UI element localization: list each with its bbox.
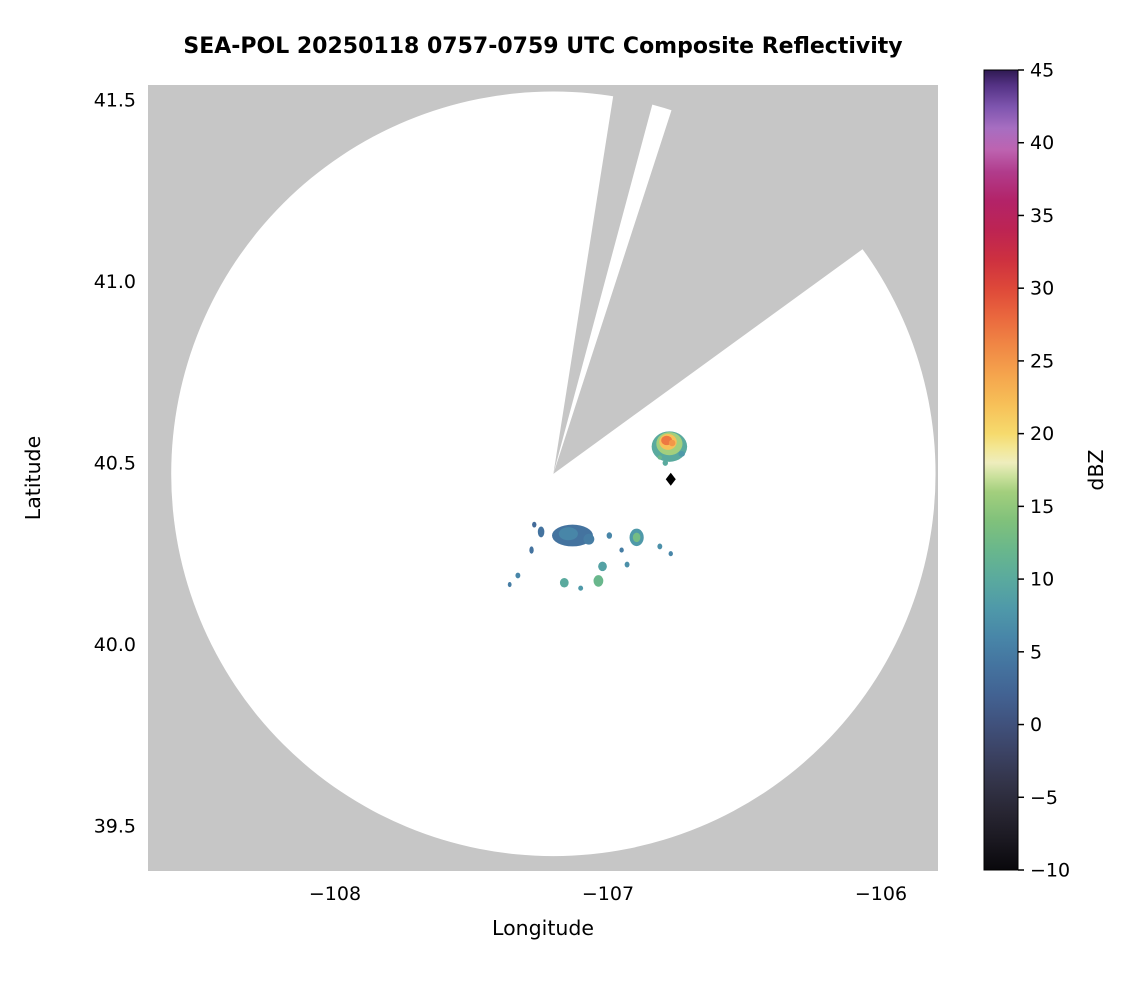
echo-blob — [515, 572, 521, 579]
y-tick-label: 39.5 — [94, 815, 136, 837]
echo-blob — [668, 439, 676, 447]
echo-blob — [532, 521, 537, 528]
echo-blob — [657, 543, 663, 550]
chart-title: SEA-POL 20250118 0757-0759 UTC Composite… — [183, 34, 903, 59]
site-marker-diamond — [665, 472, 676, 486]
echo-blob — [583, 533, 595, 545]
echo-blob — [657, 455, 663, 460]
colorbar-tick-label: 0 — [1030, 714, 1042, 736]
echo-blob — [558, 527, 578, 541]
map-layer — [148, 85, 938, 871]
y-axis-label: Latitude — [21, 435, 45, 521]
echo-blob — [668, 551, 673, 557]
echo-blob — [624, 561, 630, 568]
axis-tick-labels: −108 −107 −106 39.5 40.0 40.5 41.0 41.5 — [94, 89, 907, 905]
colorbar-tick-label: 5 — [1030, 641, 1042, 663]
colorbar-tick-label: 25 — [1030, 350, 1054, 372]
echo-blob — [529, 546, 534, 554]
colorbar-tick-label: 30 — [1030, 278, 1054, 300]
echo-blob — [619, 547, 624, 553]
y-tick-label: 41.0 — [94, 271, 136, 293]
echo-blob — [598, 561, 607, 572]
echo-blob — [593, 575, 604, 587]
y-tick-label: 40.0 — [94, 634, 136, 656]
y-tick-label: 40.5 — [94, 452, 136, 474]
colorbar-tick-label: 15 — [1030, 496, 1054, 518]
echo-blob — [632, 532, 641, 543]
colorbar-tick-label: 10 — [1030, 569, 1054, 591]
x-tick-label: −108 — [309, 883, 361, 905]
blocked-sector — [553, 85, 658, 474]
x-tick-label: −106 — [855, 883, 907, 905]
colorbar-tick-label: 40 — [1030, 132, 1054, 154]
blocked-sector — [553, 85, 938, 474]
x-tick-label: −107 — [582, 883, 634, 905]
echo-blob — [578, 585, 584, 591]
colorbar-tick-label: 20 — [1030, 423, 1054, 445]
echo-blob — [559, 578, 569, 588]
y-tick-label: 41.5 — [94, 89, 136, 111]
echo-blob — [507, 582, 512, 588]
echo-blob — [678, 450, 685, 457]
colorbar-label: dBZ — [1084, 449, 1108, 491]
colorbar-tick-label: −5 — [1030, 787, 1058, 809]
echo-blob — [662, 460, 669, 466]
echo-layer — [507, 431, 688, 591]
colorbar-tick-labels: −10 −5 0 5 10 15 20 25 30 35 40 45 — [1018, 60, 1070, 882]
colorbar — [983, 69, 1019, 871]
colorbar-tick-label: −10 — [1030, 860, 1070, 882]
echo-blob — [537, 526, 545, 538]
x-axis-label: Longitude — [492, 916, 594, 940]
colorbar-tick-label: 35 — [1030, 205, 1054, 227]
echo-blob — [606, 532, 613, 539]
colorbar-tick-label: 45 — [1030, 60, 1054, 82]
